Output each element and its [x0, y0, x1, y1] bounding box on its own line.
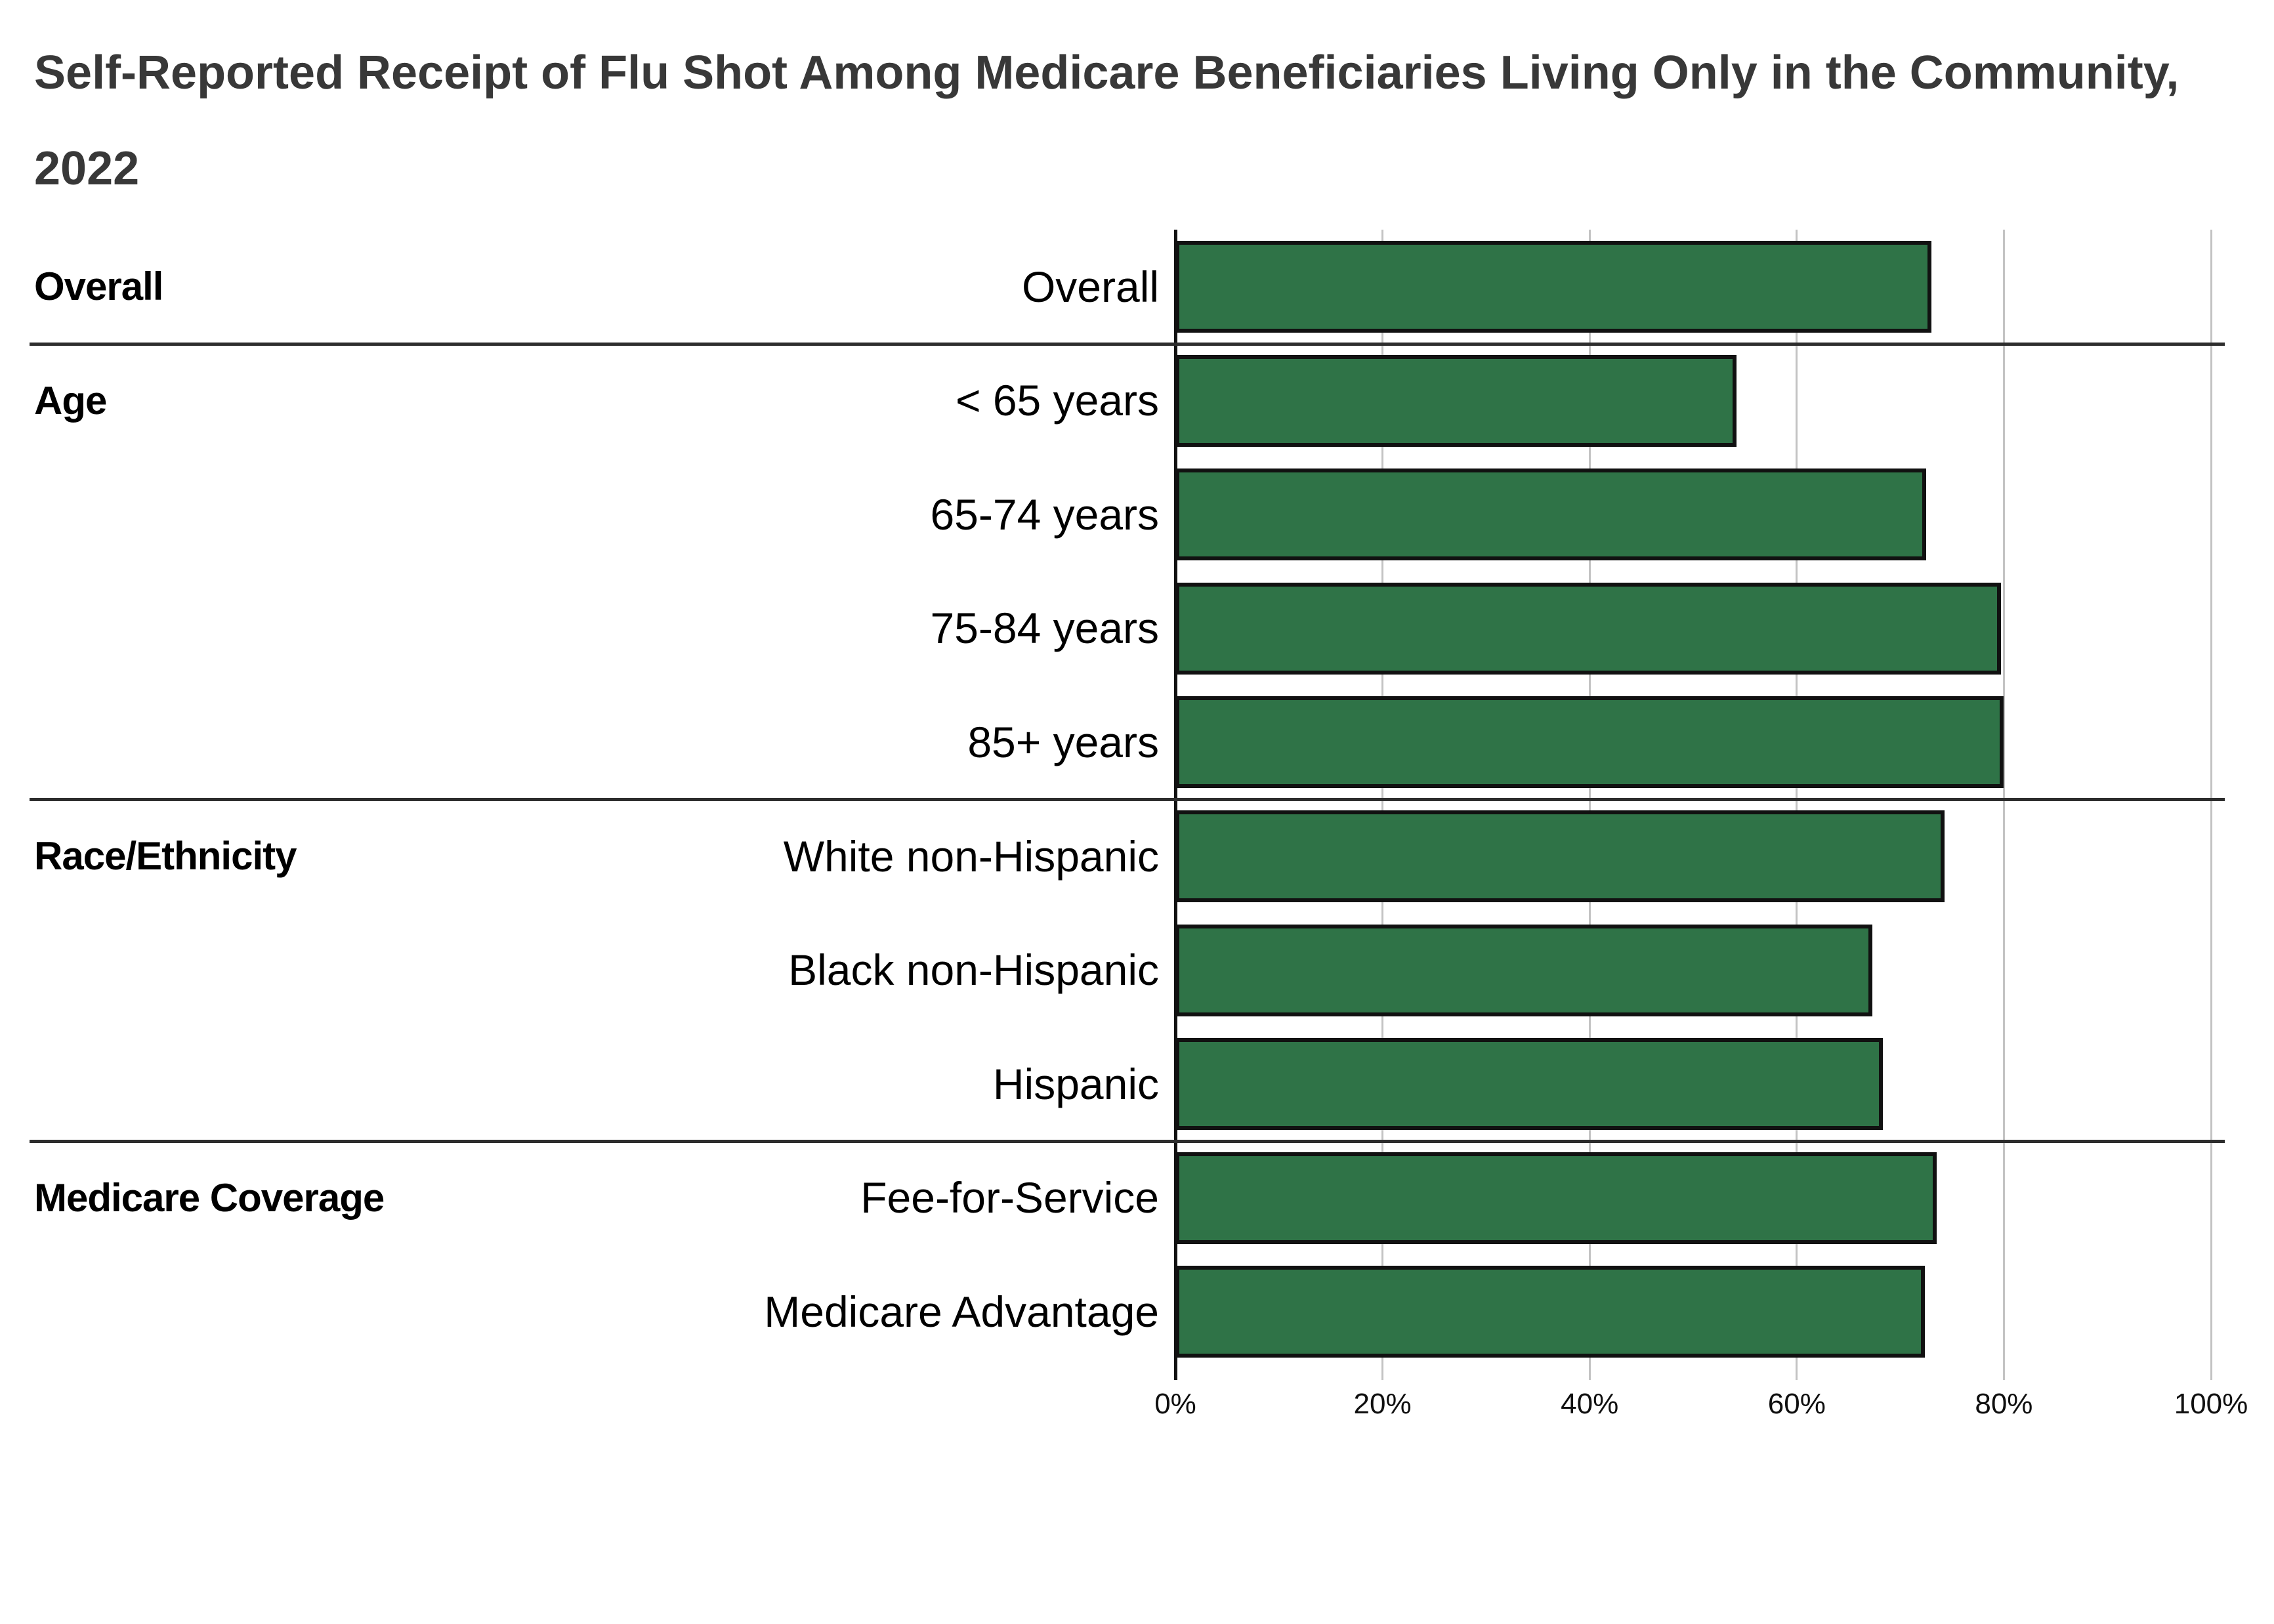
bar [1175, 1266, 1925, 1358]
y-axis-line [1173, 230, 1177, 1380]
gridline-40 [1588, 230, 1591, 1380]
group-label: Overall [34, 264, 163, 308]
x-tick-label-60: 60% [1767, 1388, 1826, 1420]
group-separator-line [30, 342, 2225, 346]
bar [1175, 582, 2001, 675]
bar [1175, 468, 1926, 561]
bar [1175, 924, 1872, 1016]
group-label: Medicare Coverage [34, 1175, 385, 1220]
category-label: Medicare Advantage [764, 1287, 1159, 1336]
page-title: Self-Reported Receipt of Flu Shot Among … [34, 47, 2179, 195]
category-label: Overall [1021, 262, 1159, 311]
gridline-100 [2210, 230, 2212, 1380]
x-tick-label-20: 20% [1353, 1388, 1412, 1420]
x-tick-label-0: 0% [1154, 1388, 1196, 1420]
gridline-60 [1796, 230, 1798, 1380]
group-separator-line [30, 798, 2225, 801]
x-tick-label-40: 40% [1561, 1388, 1619, 1420]
category-label: 65-74 years [930, 489, 1159, 539]
category-label: Fee-for-Service [860, 1173, 1159, 1222]
gridline-20 [1381, 230, 1384, 1380]
bar [1175, 354, 1737, 447]
category-label: Black non-Hispanic [788, 946, 1159, 995]
category-label: 85+ years [967, 717, 1159, 766]
category-label: White non-Hispanic [783, 831, 1159, 881]
bar [1175, 1038, 1883, 1131]
category-label: 75-84 years [930, 604, 1159, 653]
x-tick-label-100: 100% [2174, 1388, 2248, 1420]
bar [1175, 810, 1945, 902]
x-tick-label-80: 80% [1975, 1388, 2033, 1420]
gridline-80 [2002, 230, 2005, 1380]
bar [1175, 241, 1931, 333]
category-label: Hispanic [992, 1059, 1159, 1108]
category-label: < 65 years [955, 376, 1159, 425]
group-label: Race/Ethnicity [34, 834, 297, 878]
group-label: Age [34, 378, 107, 423]
bar [1175, 696, 2004, 789]
group-separator-line [30, 1139, 2225, 1143]
bar [1175, 1152, 1937, 1244]
